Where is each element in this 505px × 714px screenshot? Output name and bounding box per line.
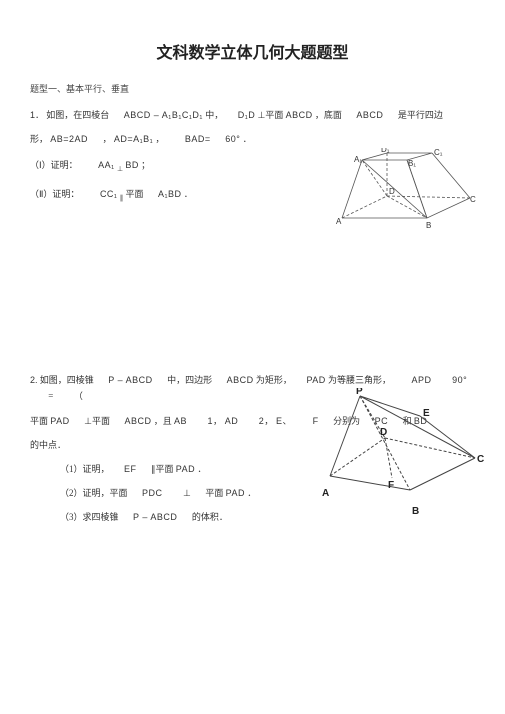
parallel-icon: ∥: [120, 194, 124, 202]
p2-e-lbl: E、: [276, 416, 292, 426]
p2-abcd: ABCD: [227, 375, 254, 385]
lbl-b: B: [426, 221, 431, 230]
p2-apd-val: 90°: [452, 375, 467, 385]
lbl-e: E: [423, 408, 430, 419]
lbl-c1: C₁: [434, 148, 443, 157]
lbl-b1: B₁: [408, 159, 416, 168]
p2-ad-val: 2，: [259, 416, 274, 426]
p1-intro-b: 中，: [205, 110, 223, 120]
p2-solid-q3: P – ABCD: [133, 512, 177, 522]
p2-pad-q1: PAD: [176, 464, 195, 474]
lbl-c: C: [477, 454, 484, 465]
p2-eq: =: [48, 391, 53, 401]
p1-aa1: AA₁: [98, 160, 115, 170]
p1-cond2: AD=A₁B₁: [114, 134, 153, 144]
p1-intro-c: ，底面: [315, 110, 342, 120]
p1-intro-d: 是平行四边: [398, 110, 443, 120]
p2-intro-c: 为矩形，: [256, 375, 292, 385]
p1-bd: BD: [125, 160, 139, 170]
p1-abcd: ABCD: [286, 110, 313, 120]
p1-pt1-lbl: （Ⅰ）证明：: [30, 160, 78, 170]
p2-intro-b: 中，四边形: [167, 375, 212, 385]
p2-l2b: ，且: [154, 416, 172, 426]
p2-abcd2: ABCD: [124, 416, 151, 426]
p2-pdc: PDC: [142, 488, 163, 498]
p1-period: ．: [243, 134, 252, 144]
p1-period2: ．: [184, 189, 193, 199]
p2-q2-plane: 平面: [205, 488, 223, 498]
lbl-d: D: [380, 427, 387, 438]
p1-l2a: 形，: [30, 134, 48, 144]
p1-solid: ABCD – A₁B₁C₁D₁: [124, 110, 203, 120]
lbl-d: D: [389, 187, 395, 196]
p2-apd-lbl: APD: [412, 375, 432, 385]
lbl-d1: D₁: [381, 148, 390, 154]
p1-sep1: ，: [103, 134, 112, 144]
p2-intro-a: 如图，四棱锥: [40, 375, 94, 385]
perp-icon: ⊥: [117, 165, 123, 173]
p2-q3-lbl: （3）求四棱锥: [60, 512, 119, 522]
lbl-a: A: [322, 488, 329, 499]
p2-paren: （: [74, 391, 83, 401]
p2-per1: ．: [197, 464, 206, 474]
p1-a1bd: A₁BD: [158, 189, 182, 199]
p2-solid: P – ABCD: [108, 375, 152, 385]
p2-pad-tri: PAD: [306, 375, 325, 385]
p1-perp-seg: D₁D: [238, 110, 256, 120]
p2-pad-q2: PAD: [226, 488, 245, 498]
p2-q2-perp: ⊥: [183, 488, 191, 498]
p1-semi: ；: [141, 160, 150, 170]
page-title: 文科数学立体几何大题题型: [30, 40, 475, 69]
p1-cond1: AB=2AD: [50, 134, 88, 144]
p2-intro-d: 为等腰三角形，: [328, 375, 391, 385]
p2-q3-tail: 的体积．: [192, 512, 228, 522]
p1-cc1: CC₁: [100, 189, 118, 199]
p1-line1: 1． 如图，在四棱台 ABCD – A₁B₁C₁D₁ 中， D₁D ⊥平面 AB…: [30, 107, 475, 123]
p2-num: 2.: [30, 375, 38, 385]
p1-cond3-lbl: BAD=: [185, 134, 211, 144]
lbl-c: C: [470, 195, 476, 204]
lbl-a1: A₁: [354, 155, 362, 164]
figure-frustum: D₁ C₁ A₁ B₁ A B C D: [332, 148, 477, 238]
figure-pyramid: P E D C F A B: [320, 388, 485, 518]
p2-ab-lbl: AB: [174, 416, 187, 426]
p2-ab-val: 1，: [208, 416, 223, 426]
p1-plane: 平面: [125, 189, 143, 199]
p2-q1-lbl: （1）证明，: [60, 464, 110, 474]
p2-q2-lbl: （2）证明，平面: [60, 488, 128, 498]
lbl-a: A: [336, 217, 342, 226]
lbl-b: B: [412, 506, 419, 517]
p1-num: 1．: [30, 110, 44, 120]
p1-perp-txt: ⊥平面: [258, 110, 284, 120]
p2-l2a: 平面: [30, 416, 48, 426]
section-heading: 题型一、基本平行、垂直: [30, 81, 475, 97]
lbl-p: P: [356, 388, 363, 397]
p2-perp: ⊥平面: [84, 416, 110, 426]
p2-pad: PAD: [50, 416, 69, 426]
p1-intro-a: 如图，在四棱台: [46, 110, 109, 120]
p2-ef: EF: [124, 464, 137, 474]
p2-para: ∥平面: [151, 464, 174, 474]
p1-sep2: ，: [155, 134, 164, 144]
p1-cond3-val: 60°: [225, 134, 240, 144]
p2-f-lbl: F: [313, 416, 319, 426]
p1-abcd2: ABCD: [356, 110, 383, 120]
p1-pt2-lbl: （Ⅱ）证明：: [30, 189, 79, 199]
p1-line2: 形， AB=2AD ， AD=A₁B₁ ， BAD= 60° ．: [30, 131, 475, 147]
p2-per2: ．: [247, 488, 256, 498]
p2-ad-lbl: AD: [225, 416, 239, 426]
lbl-f: F: [388, 480, 394, 491]
